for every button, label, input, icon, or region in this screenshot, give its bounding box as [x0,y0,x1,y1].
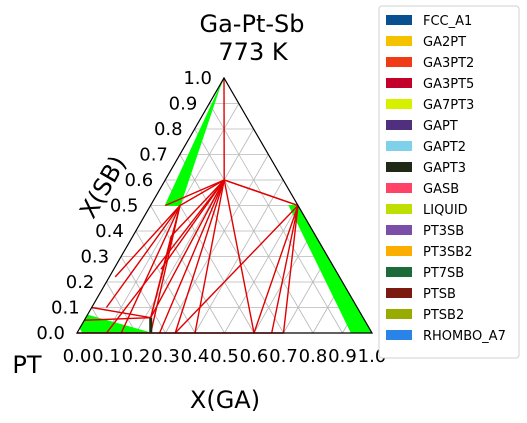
legend-swatch [386,246,412,256]
gridline [106,103,240,334]
legend-swatch [386,183,412,193]
legend-swatch [386,162,412,172]
tie-line [174,179,225,334]
legend-label: FCC_A1 [423,14,472,29]
chart-subtitle: 773 K [218,38,288,66]
tie-line [282,205,299,334]
x-tick-label: 0.0 [63,346,92,367]
legend-label: PT3SB2 [423,245,473,260]
x-tick-label: 0.4 [181,346,210,367]
legend: FCC_A1 GA2PT GA3PT2 GA3PT5 GA7PT3 GAPT GAPT2 GA… [378,5,520,359]
y-tick-label: 0.8 [154,119,183,140]
chart-title: Ga-Pt-Sb [200,10,305,38]
tie-line [253,205,299,334]
y-tick-label: 0.7 [139,145,168,166]
legend-label: GA7PT3 [423,98,474,113]
tie-line [105,205,181,308]
legend-frame [378,5,520,359]
triangle-outline [75,76,374,334]
legend-label: GAPT2 [423,140,466,155]
tie-line [150,179,225,319]
gridline [165,154,269,334]
tie-line [114,205,181,278]
gridline [194,128,314,334]
legend-swatch [386,267,412,277]
x-axis-label: X(GA) [190,386,260,414]
legend-label: PT7SB [423,266,464,281]
y-tick-label: 0.6 [125,170,154,191]
legend-label: GASB [423,182,459,197]
legend-label: GA3PT2 [423,56,474,71]
legend-label: PTSB [423,287,456,302]
x-tick-label: 0.1 [92,346,121,367]
tick-labels: 0.0 0.1 0.2 0.3 0.4 0.5 0.6 0.7 0.8 0.9 1.00.00.10… [36,68,386,367]
legend-swatch [386,57,412,67]
legend-label: GAPT3 [423,161,466,176]
legend-swatch [386,99,412,109]
legend-swatch [386,288,412,298]
x-tick-label: 0.8 [299,346,328,367]
y-tick-label: 0.4 [95,221,124,242]
legend-swatch [386,120,412,130]
tie-line [170,179,225,237]
tie-line [179,179,225,207]
y-tick-label: 0.9 [169,94,198,115]
tie-line [150,205,181,334]
tie-line [91,306,151,319]
gridline [179,154,284,334]
legend-label: PTSB2 [423,308,464,323]
gridline [106,281,137,334]
legend-swatch [386,141,412,151]
legend-swatch [386,78,412,88]
y-tick-label: 1.0 [183,68,212,89]
tie-line [223,179,255,334]
tie-line [160,179,225,270]
y-tick-label: 0.5 [110,196,139,217]
gridline [135,230,196,334]
triangle-frame [75,76,374,334]
x-tick-label: 0.2 [122,346,151,367]
legend-label: LIQUID [423,203,468,218]
x-tick-label: 0.9 [328,346,357,367]
legend-swatch [386,204,412,214]
legend-label: GA2PT [423,35,466,50]
tie-line [120,205,181,334]
tie-line [158,179,225,334]
legend-swatch [386,330,412,340]
legend-label: PT3SB [423,224,464,239]
y-tick-label: 0.2 [66,272,95,293]
y-tick-label: 0.1 [51,298,80,319]
tie-line [105,179,225,334]
gridline [120,256,166,334]
x-tick-label: 0.6 [240,346,269,367]
tie-line [174,205,299,334]
tie-line [150,235,172,318]
gridline [150,205,225,334]
legend-swatch [386,36,412,46]
x-tick-label: 0.5 [210,346,239,367]
tie-line [223,179,299,207]
gridline [208,103,343,334]
corner-label-pt: PT [12,351,41,379]
gridline [224,205,299,334]
x-tick-label: 0.3 [151,346,180,367]
tie-line [164,179,225,207]
legend-swatch [386,309,412,319]
x-tick-label: 0.7 [269,346,298,367]
y-tick-label: 0.3 [80,247,109,268]
tie-line [84,317,151,321]
legend-label: RHOMBO_A7 [423,329,506,344]
legend-label: GA3PT5 [423,77,474,92]
legend-swatch [386,225,412,235]
legend-swatch [386,15,412,25]
legend-label: GAPT [423,119,458,134]
y-tick-label: 0.0 [36,323,65,344]
tie-line [271,205,299,334]
